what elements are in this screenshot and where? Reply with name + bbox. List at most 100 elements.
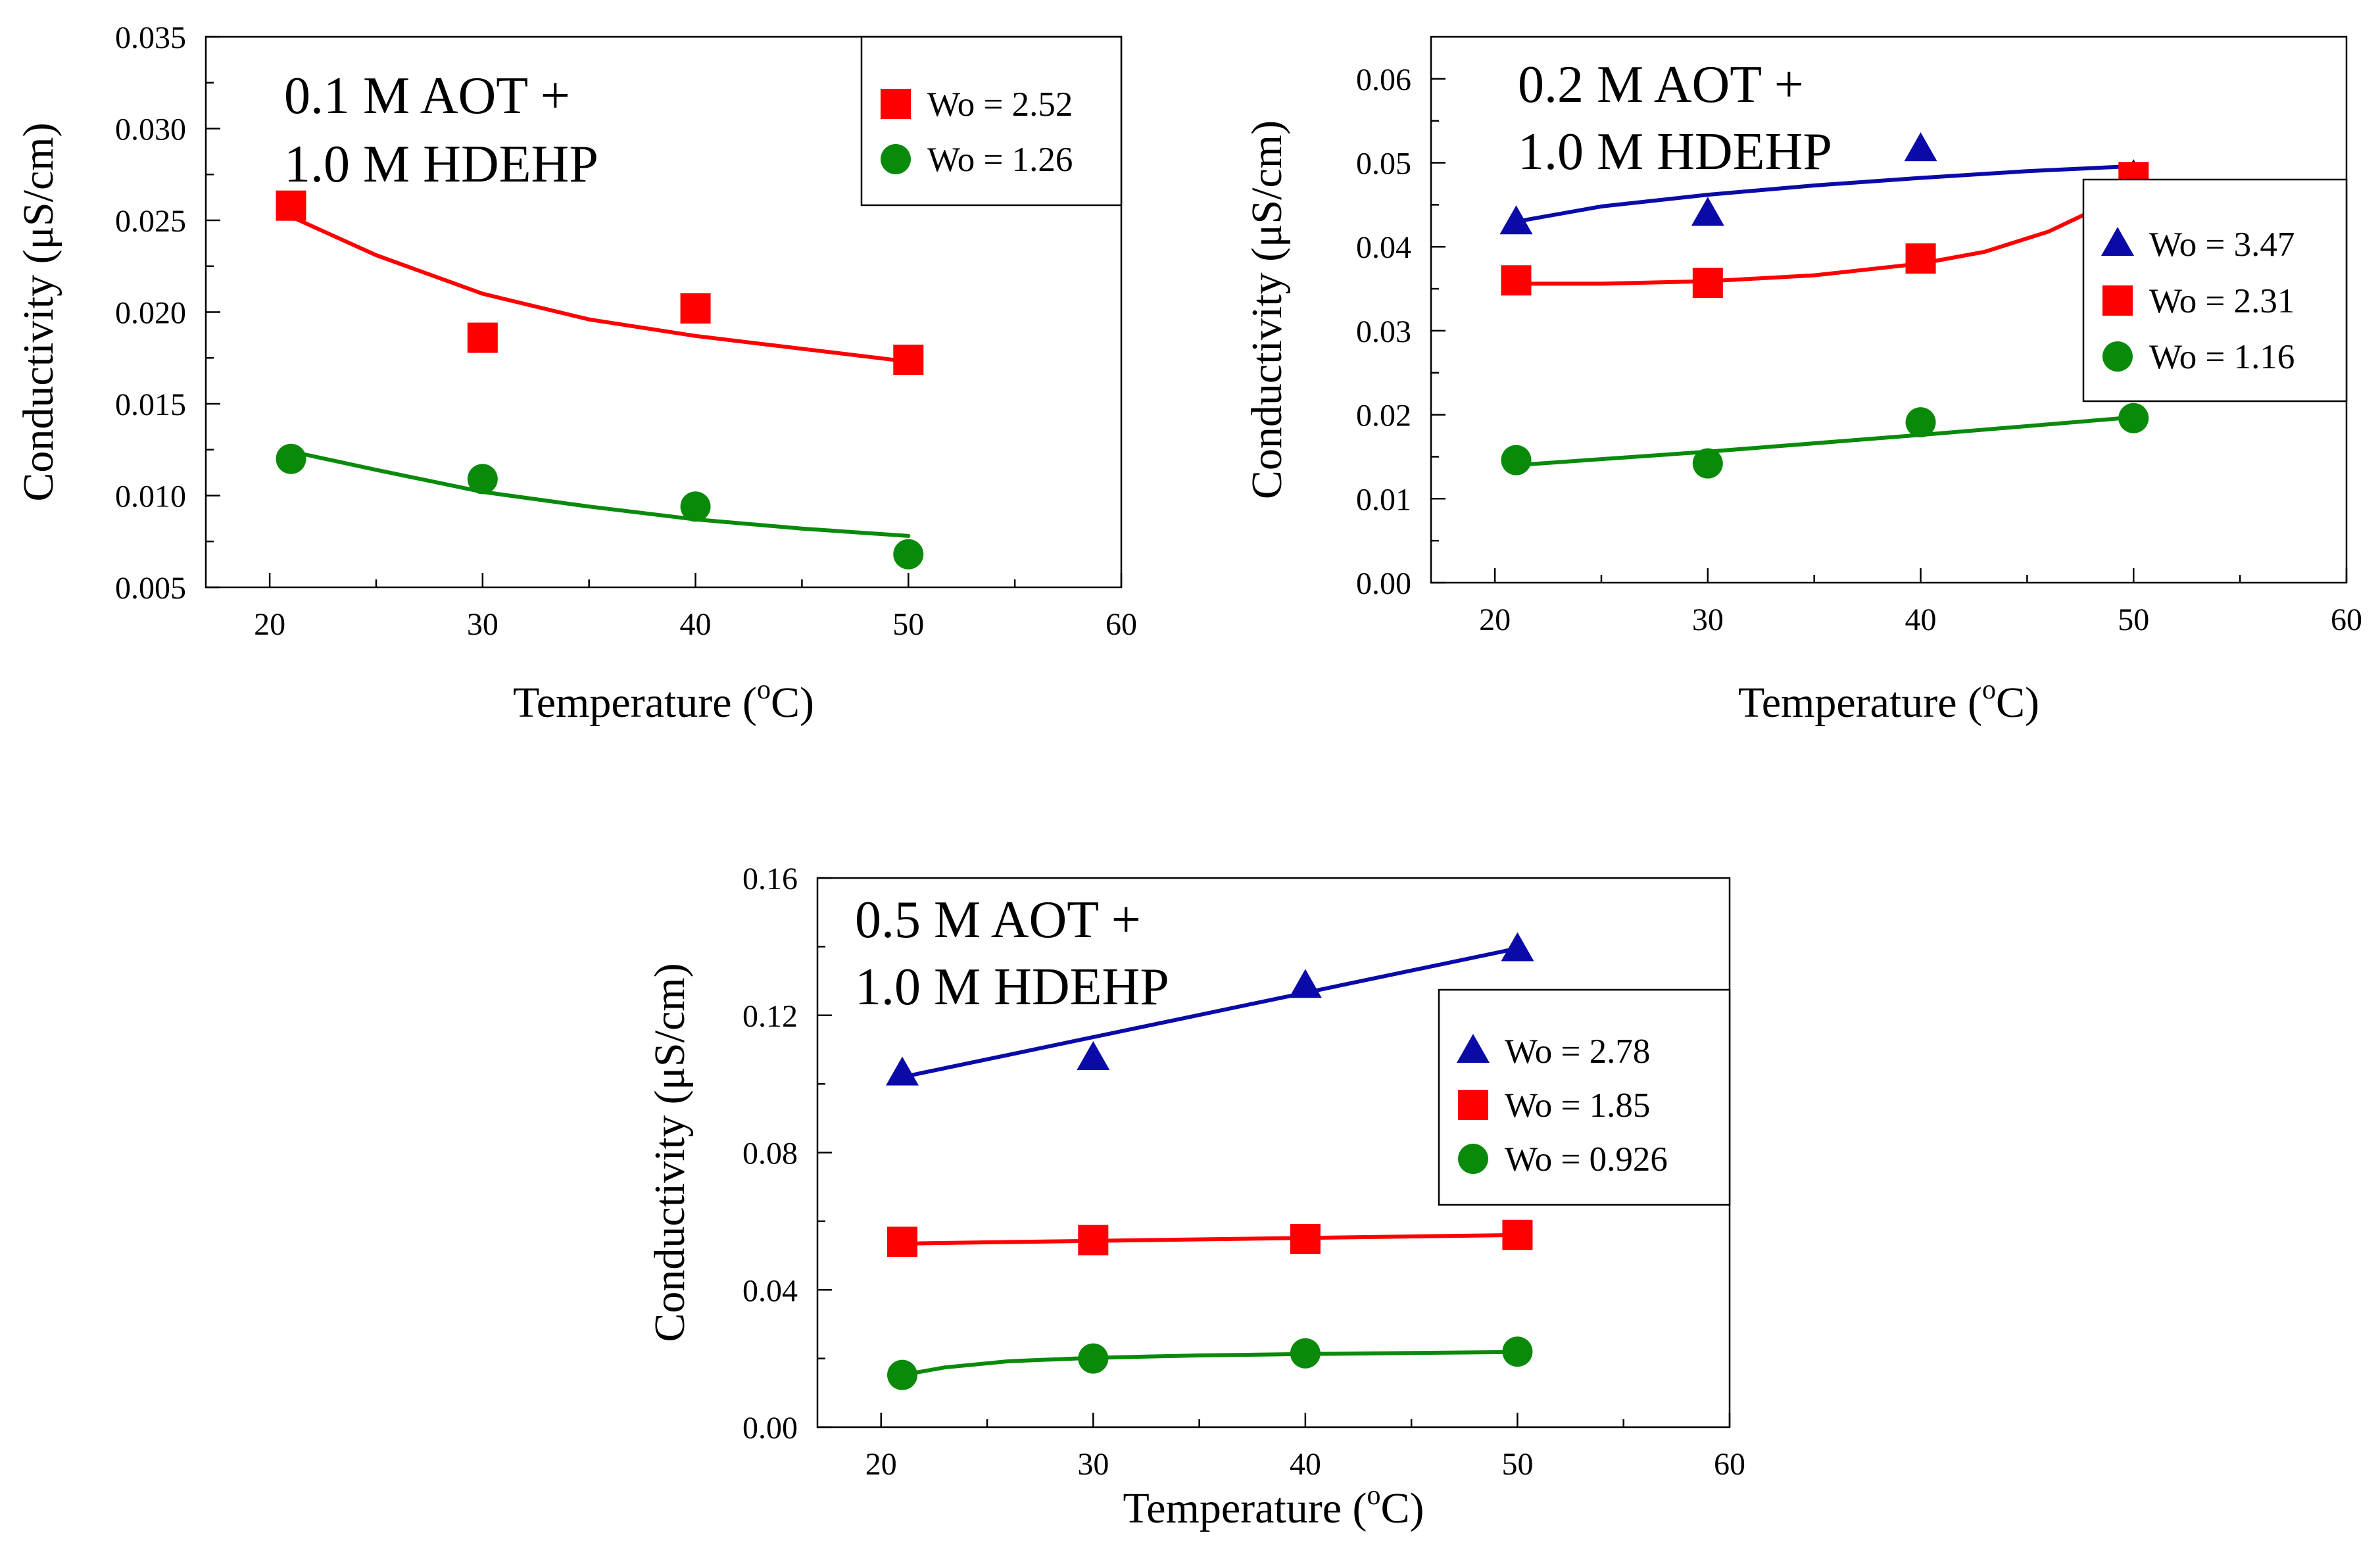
legend-label: Wo = 1.16: [2149, 338, 2295, 376]
fit-line-series-2: [289, 449, 911, 538]
data-point-series-1: [680, 293, 711, 324]
legend-marker: [881, 89, 911, 119]
fit-line-series-2: [900, 1232, 1520, 1246]
x-tick-label: 20: [1479, 602, 1511, 637]
data-point-series-3: [1501, 445, 1532, 475]
legend-label: Wo = 2.52: [927, 85, 1073, 124]
y-tick-label: 0.01: [1356, 482, 1411, 517]
legend: Wo = 2.78 Wo = 1.85 Wo = 0.926: [1438, 988, 1731, 1206]
fit-line-series-1: [900, 946, 1520, 1079]
x-tick-label: 30: [1692, 602, 1724, 637]
fit-line-series-3: [1514, 415, 2136, 468]
data-point-series-1: [1691, 197, 1724, 226]
y-tick-label: 0.08: [742, 1136, 798, 1171]
y-tick-label: 0.025: [115, 204, 186, 239]
x-tick-label: 20: [865, 1447, 897, 1482]
data-point-series-1: [886, 1056, 919, 1086]
data-point-series-2: [1692, 268, 1723, 299]
legend-label: Wo = 2.31: [2149, 282, 2295, 320]
y-tick-label: 0.16: [742, 862, 798, 896]
y-tick-label: 0.02: [1356, 399, 1411, 433]
panel-title-line: 1.0 M HDEHP: [284, 135, 598, 193]
chart-panel-2: 20 30 40 50 60 0.00 0.01 0.02 0.03 0.04 0.05 0.06 Te…: [1243, 36, 2362, 727]
legend-marker: [2102, 285, 2133, 316]
y-tick-label: 0.035: [115, 20, 186, 55]
legend-label: Wo = 0.926: [1505, 1140, 1668, 1179]
data-point-series-2: [1905, 243, 1936, 274]
y-axis-title: Conductivity (μS/cm): [14, 122, 62, 501]
x-tick-label: 30: [1077, 1447, 1109, 1482]
fit-line-series-1: [289, 214, 911, 364]
y-tick-label: 0.00: [742, 1411, 798, 1446]
y-tick-label: 0.030: [115, 112, 186, 147]
data-point-series-3: [1502, 1336, 1533, 1367]
legend: Wo = 3.47 Wo = 2.31 Wo = 1.16: [2082, 178, 2348, 402]
y-tick-label: 0.06: [1356, 62, 1411, 97]
panel-title-line: 1.0 M HDEHP: [1518, 123, 1832, 181]
data-point-series-1: [1077, 1040, 1110, 1070]
fit-line-series-3: [900, 1350, 1520, 1377]
x-tick-label: 50: [892, 607, 924, 642]
data-point-series-2: [887, 1227, 918, 1257]
data-point-series-1: [893, 345, 924, 376]
data-point-series-2: [467, 464, 498, 495]
y-tick-label: 0.005: [115, 571, 186, 606]
data-point-series-2: [1502, 1219, 1533, 1250]
panel-title-line: 0.5 M AOT +: [855, 891, 1141, 949]
data-point-series-1: [1501, 932, 1534, 962]
data-point-series-3: [1905, 407, 1936, 438]
data-point-series-1: [276, 190, 306, 221]
data-point-series-3: [1692, 448, 1723, 479]
data-point-series-2: [1501, 265, 1532, 296]
data-point-series-2: [1290, 1224, 1321, 1255]
y-tick-label: 0.010: [115, 479, 186, 514]
data-point-series-2: [1078, 1225, 1109, 1255]
y-tick-label: 0.015: [115, 387, 186, 422]
x-tick-label: 40: [1905, 602, 1937, 637]
data-point-series-2: [680, 491, 711, 522]
panel-title-line: 0.2 M AOT +: [1518, 56, 1804, 114]
legend-label: Wo = 2.78: [1505, 1033, 1650, 1071]
legend-marker: [1458, 1144, 1488, 1174]
legend-label: Wo = 3.47: [2149, 226, 2295, 264]
panel-title-line: 1.0 M HDEHP: [855, 958, 1169, 1016]
data-point-series-3: [1290, 1338, 1321, 1369]
x-axis-title: Temperature (oC): [513, 675, 814, 727]
x-tick-label: 40: [1290, 1447, 1321, 1482]
legend-label: Wo = 1.26: [927, 141, 1073, 179]
chart-panel-1: 20 30 40 50 60 0.005 0.010 0.015 0.020 0.025 0.030…: [14, 20, 1137, 727]
x-tick-label: 50: [1501, 1447, 1533, 1482]
x-tick-label: 50: [2118, 602, 2149, 637]
x-axis-title: Temperature (oC): [1738, 675, 2039, 727]
x-axis-title: Temperature (oC): [1123, 1480, 1424, 1532]
y-tick-label: 0.020: [115, 296, 186, 331]
fit-line-series-2: [1514, 176, 2136, 286]
data-point-series-2: [276, 443, 306, 474]
y-axis-title: Conductivity (μS/cm): [646, 963, 694, 1342]
data-point-series-3: [887, 1359, 918, 1390]
y-tick-label: 0.00: [1356, 566, 1411, 601]
legend-marker: [1457, 1034, 1490, 1063]
fit-line-series-1: [1514, 164, 2136, 224]
x-tick-label: 30: [467, 607, 498, 642]
data-point-series-1: [1499, 205, 1533, 235]
chart-panel-3: 20 30 40 50 60 0.00 0.04 0.08 0.12 0.16 Temperatur…: [646, 862, 1745, 1532]
x-tick-label: 60: [2331, 602, 2362, 637]
data-point-series-1: [467, 322, 498, 353]
legend-marker: [881, 144, 911, 174]
x-tick-label: 20: [254, 607, 285, 642]
x-tick-label: 60: [1714, 1447, 1745, 1482]
legend-marker: [1458, 1090, 1488, 1120]
x-tick-label: 60: [1105, 607, 1137, 642]
data-point-series-1: [1288, 969, 1322, 998]
y-tick-label: 0.12: [742, 999, 798, 1034]
data-point-series-3: [2118, 402, 2149, 433]
legend-marker: [2102, 341, 2133, 372]
y-axis-title: Conductivity (μS/cm): [1243, 120, 1291, 499]
data-point-series-3: [1078, 1343, 1109, 1374]
panel-title-line: 0.1 M AOT +: [284, 67, 570, 125]
legend-label: Wo = 1.85: [1505, 1086, 1650, 1125]
x-tick-label: 40: [680, 607, 712, 642]
legend-box: [860, 36, 1123, 207]
